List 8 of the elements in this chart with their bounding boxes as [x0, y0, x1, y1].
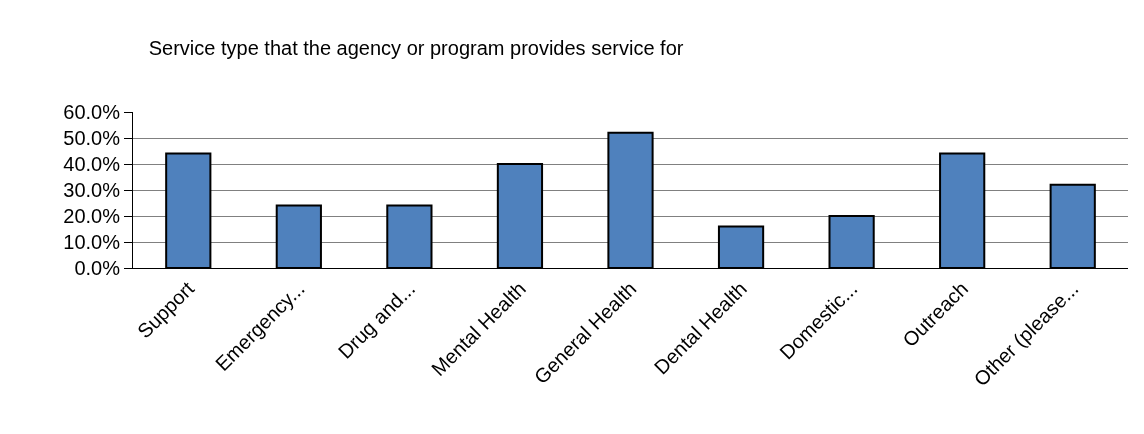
y-tick-label: 0.0% — [74, 257, 121, 279]
y-tick-label: 20.0% — [63, 205, 121, 227]
y-tick-label: 40.0% — [63, 153, 121, 175]
y-tick-label: 10.0% — [63, 231, 121, 253]
y-tick-label: 60.0% — [63, 101, 121, 123]
y-tick-label: 30.0% — [63, 179, 121, 201]
chart-title: Service type that the agency or program provides service for — [148, 36, 684, 59]
y-tick-label: 50.0% — [63, 127, 121, 149]
